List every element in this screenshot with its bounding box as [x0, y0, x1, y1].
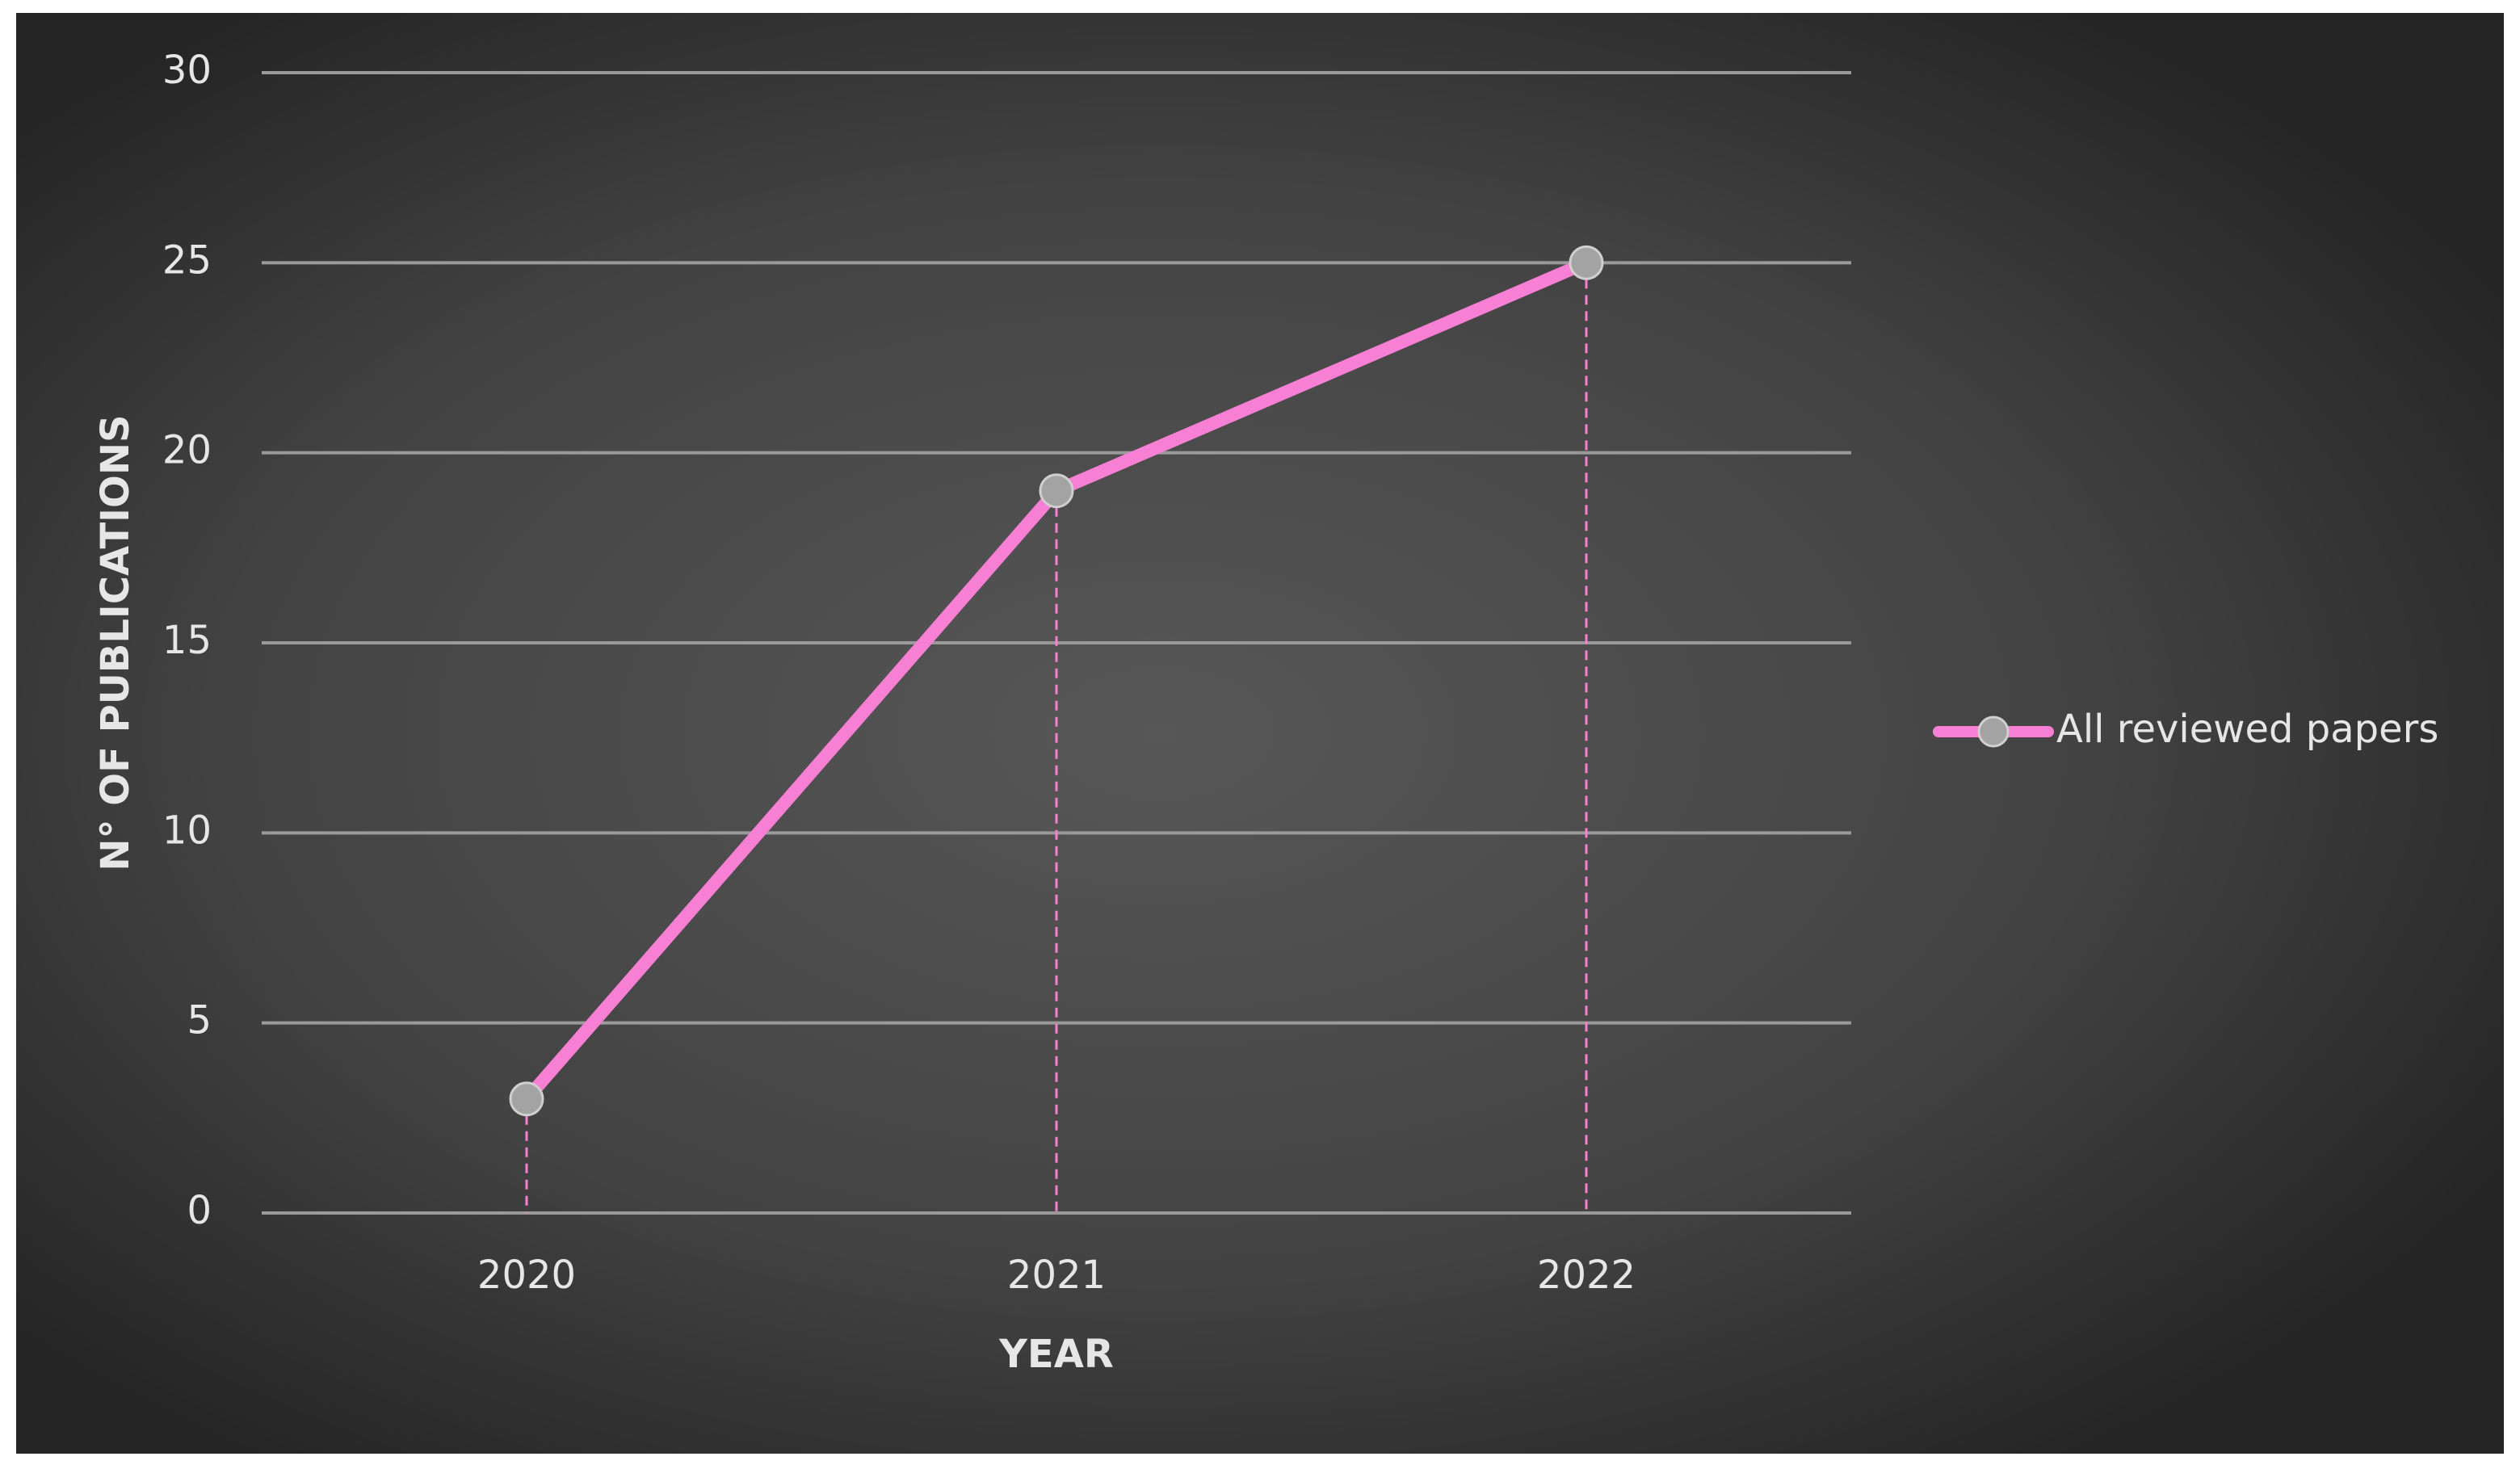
y-tick-label: 10 — [162, 808, 212, 853]
x-tick-label: 2020 — [477, 1253, 576, 1298]
y-tick-label: 25 — [162, 237, 212, 283]
y-tick-label: 5 — [187, 998, 212, 1043]
x-tick-label: 2022 — [1537, 1253, 1636, 1298]
y-tick-label: 30 — [162, 48, 212, 93]
marker — [509, 1081, 544, 1117]
y-tick-label: 15 — [162, 618, 212, 663]
legend-label: All reviewed papers — [2056, 707, 2438, 752]
y-axis-label: N° OF PUBLICATIONS — [93, 414, 138, 871]
y-tick-label: 20 — [162, 428, 212, 473]
x-axis-label: YEAR — [998, 1332, 1114, 1377]
y-tick-label: 0 — [187, 1188, 212, 1233]
x-tick-label: 2021 — [1007, 1253, 1106, 1298]
marker — [1569, 245, 1604, 280]
marker — [1039, 473, 1074, 509]
legend-marker — [1977, 716, 2010, 748]
